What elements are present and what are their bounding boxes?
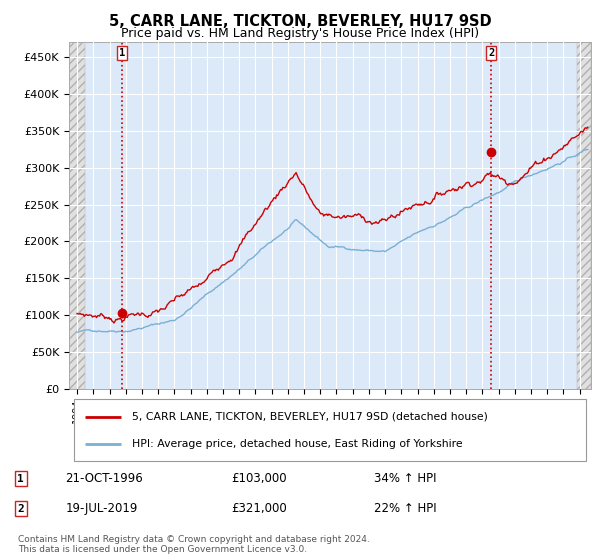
Text: HPI: Average price, detached house, East Riding of Yorkshire: HPI: Average price, detached house, East…	[131, 439, 462, 449]
Text: 34% ↑ HPI: 34% ↑ HPI	[374, 473, 437, 486]
Text: 2: 2	[17, 504, 24, 514]
Text: £321,000: £321,000	[232, 502, 287, 515]
FancyBboxPatch shape	[74, 399, 586, 461]
Text: 19-JUL-2019: 19-JUL-2019	[65, 502, 138, 515]
Text: 21-OCT-1996: 21-OCT-1996	[65, 473, 143, 486]
Text: 1: 1	[17, 474, 24, 484]
Text: 22% ↑ HPI: 22% ↑ HPI	[374, 502, 437, 515]
Text: Price paid vs. HM Land Registry's House Price Index (HPI): Price paid vs. HM Land Registry's House …	[121, 27, 479, 40]
Text: 2: 2	[488, 48, 494, 58]
Text: 5, CARR LANE, TICKTON, BEVERLEY, HU17 9SD (detached house): 5, CARR LANE, TICKTON, BEVERLEY, HU17 9S…	[131, 412, 488, 422]
Text: 5, CARR LANE, TICKTON, BEVERLEY, HU17 9SD: 5, CARR LANE, TICKTON, BEVERLEY, HU17 9S…	[109, 14, 491, 29]
Text: 1: 1	[119, 48, 125, 58]
Text: Contains HM Land Registry data © Crown copyright and database right 2024.
This d: Contains HM Land Registry data © Crown c…	[18, 535, 370, 554]
Text: £103,000: £103,000	[232, 473, 287, 486]
